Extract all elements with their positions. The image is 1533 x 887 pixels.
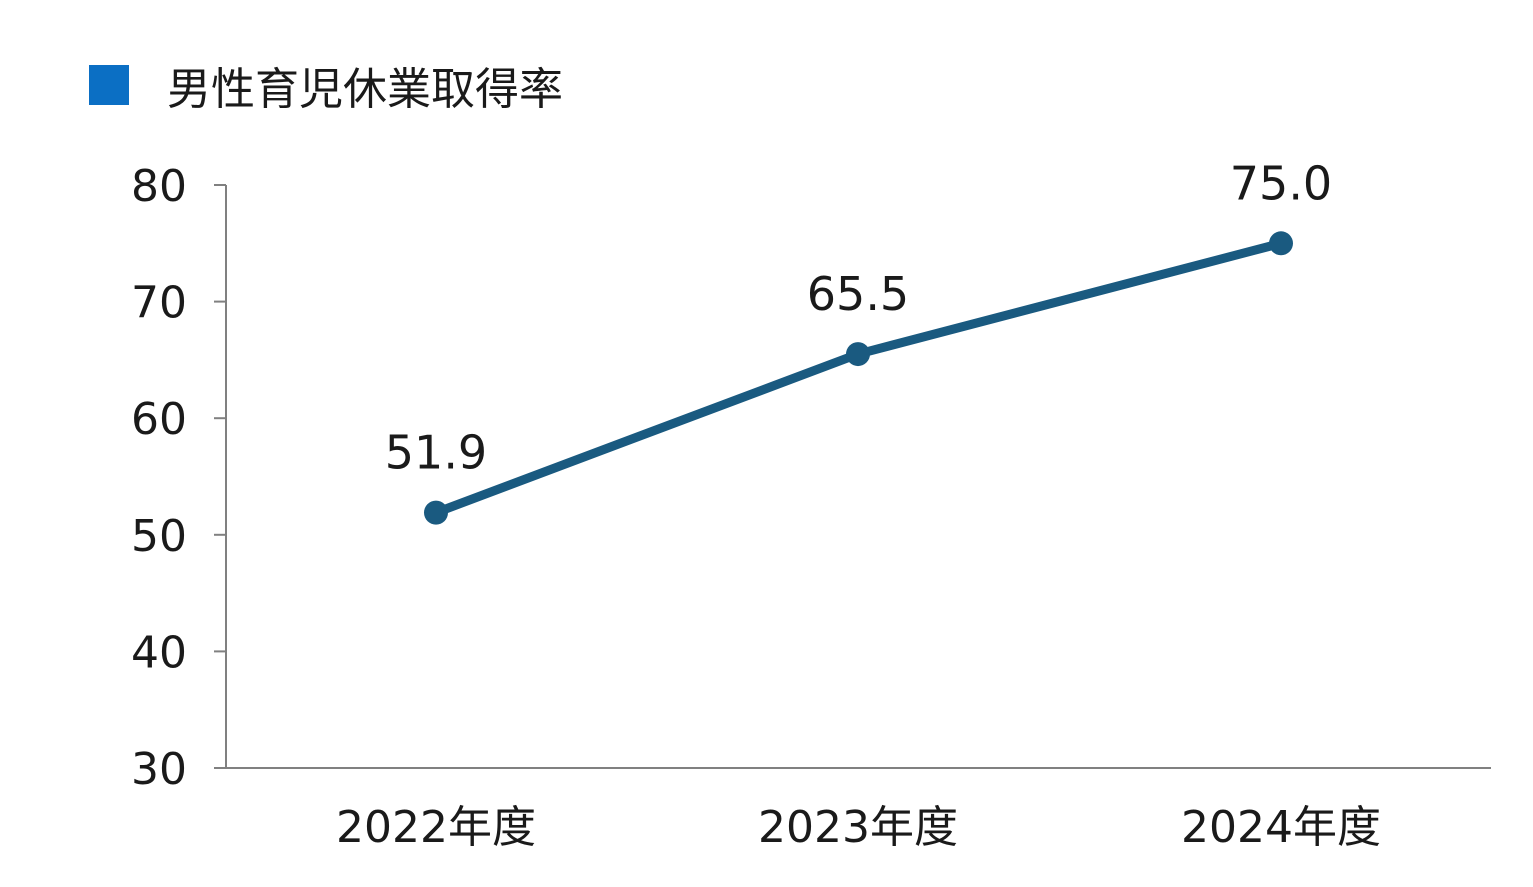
axes (225, 185, 1491, 769)
x-category-label: 2022年度 (336, 802, 536, 853)
legend-swatch (89, 65, 129, 105)
x-axis-labels: 2022年度 2023年度 2024年度 (336, 802, 1381, 853)
y-tick-label: 30 (131, 744, 187, 795)
data-point (1269, 231, 1293, 256)
y-tick-label: 70 (131, 278, 187, 329)
y-tick-label: 80 (131, 161, 187, 212)
data-point (424, 500, 448, 525)
data-label: 75.0 (1230, 156, 1332, 210)
y-tick-label: 50 (131, 511, 187, 562)
y-axis-ticks: 30 40 50 60 70 80 (131, 161, 226, 795)
series-layer (424, 231, 1293, 525)
x-category-label: 2023年度 (758, 802, 958, 853)
legend-label: 男性育児休業取得率 (167, 64, 563, 115)
legend: 男性育児休業取得率 (89, 64, 563, 115)
x-category-label: 2024年度 (1181, 802, 1381, 853)
data-labels: 51.9 65.5 75.0 (385, 156, 1332, 479)
data-label: 65.5 (807, 267, 909, 321)
data-point (846, 342, 870, 367)
y-tick-label: 60 (131, 394, 187, 445)
y-tick-label: 40 (131, 627, 187, 678)
data-label: 51.9 (385, 426, 487, 480)
